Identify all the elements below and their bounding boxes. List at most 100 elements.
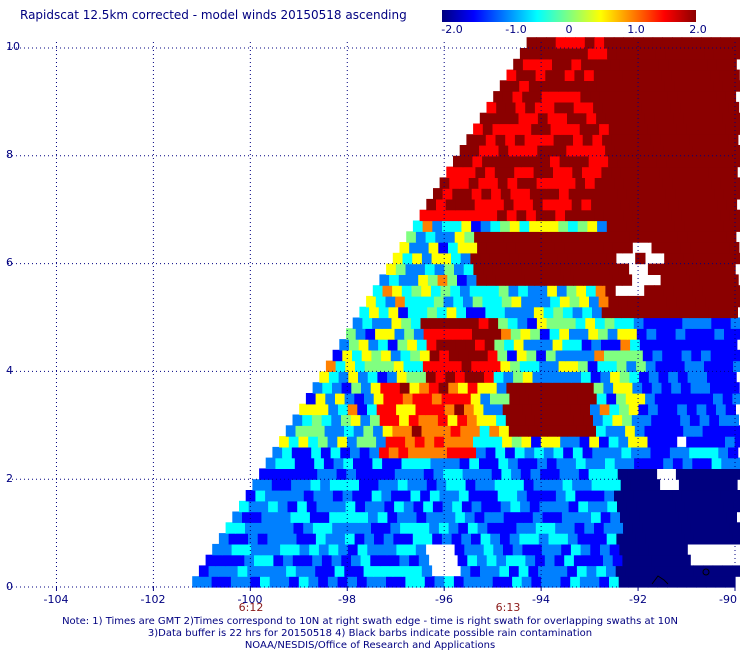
- heatmap-cell: [728, 447, 738, 458]
- heatmap-cell: [541, 576, 551, 587]
- heatmap-cell: [559, 361, 569, 372]
- heatmap-cell: [574, 555, 584, 566]
- heatmap-cell: [468, 522, 478, 533]
- heatmap-cell: [429, 382, 439, 393]
- heatmap-cell: [453, 328, 463, 339]
- heatmap-cell: [379, 307, 389, 318]
- heatmap-cell: [299, 436, 309, 447]
- heatmap-cell: [718, 134, 728, 145]
- heatmap-cell: [530, 188, 540, 199]
- heatmap-cell: [575, 210, 585, 221]
- heatmap-cell: [666, 156, 676, 167]
- heatmap-cell: [452, 501, 462, 512]
- heatmap-cell: [267, 533, 277, 544]
- heatmap-cell: [466, 447, 476, 458]
- heatmap-cell: [690, 242, 700, 253]
- heatmap-cell: [291, 479, 301, 490]
- heatmap-cell: [484, 371, 494, 382]
- heatmap-cell: [453, 156, 463, 167]
- heatmap-cell: [611, 479, 621, 490]
- heatmap-cell: [601, 512, 611, 523]
- heatmap-cell: [392, 285, 402, 296]
- y-tick-4: 4: [6, 364, 13, 377]
- heatmap-cell: [554, 415, 564, 426]
- heatmap-cell: [594, 70, 604, 81]
- heatmap-cell: [585, 350, 595, 361]
- heatmap-cell: [647, 328, 657, 339]
- heatmap-cell: [372, 458, 382, 469]
- heatmap-cell: [557, 113, 567, 124]
- heatmap-cell: [537, 145, 547, 156]
- heatmap-cell: [460, 285, 470, 296]
- heatmap-cell: [688, 512, 698, 523]
- heatmap-cell: [599, 436, 609, 447]
- heatmap-cell: [707, 512, 717, 523]
- heatmap-cell: [712, 113, 722, 124]
- heatmap-cell: [618, 296, 628, 307]
- heatmap-cell: [616, 393, 626, 404]
- heatmap-cell: [402, 425, 412, 436]
- heatmap-cell: [592, 134, 602, 145]
- heatmap-cell: [450, 285, 460, 296]
- heatmap-cell: [620, 59, 630, 70]
- heatmap-cell: [646, 361, 656, 372]
- heatmap-cell: [494, 339, 504, 350]
- heatmap-cell: [678, 512, 688, 523]
- heatmap-cell: [553, 307, 563, 318]
- heatmap-cell: [656, 361, 666, 372]
- heatmap-cell: [675, 48, 685, 59]
- heatmap-cell: [671, 555, 681, 566]
- heatmap-cell: [476, 447, 486, 458]
- heatmap-cell: [414, 468, 424, 479]
- heatmap-cell: [571, 59, 581, 70]
- heatmap-cell: [497, 350, 507, 361]
- heatmap-cell: [273, 555, 283, 566]
- heatmap-cell: [689, 479, 699, 490]
- heatmap-cell: [519, 80, 529, 91]
- heatmap-cell: [627, 328, 637, 339]
- heatmap-cell: [665, 221, 675, 232]
- heatmap-cell: [536, 350, 546, 361]
- heatmap-cell: [625, 113, 635, 124]
- heatmap-cell: [378, 339, 388, 350]
- heatmap-cell: [506, 102, 516, 113]
- heatmap-cell: [434, 296, 444, 307]
- heatmap-cell: [587, 253, 597, 264]
- heatmap-cell: [509, 565, 519, 576]
- note-line-3: NOAA/NESDIS/Office of Research and Appli…: [0, 640, 740, 651]
- heatmap-cell: [464, 544, 474, 555]
- heatmap-cell: [386, 296, 396, 307]
- heatmap-cell: [572, 167, 582, 178]
- heatmap-cell: [325, 425, 335, 436]
- heatmap-cell: [354, 393, 364, 404]
- heatmap-cell: [669, 512, 679, 523]
- heatmap-cell: [429, 242, 439, 253]
- heatmap-cell: [405, 436, 415, 447]
- heatmap-cell: [633, 70, 643, 81]
- heatmap-cell: [287, 533, 297, 544]
- heatmap-cell: [648, 91, 658, 102]
- heatmap-cell: [598, 48, 608, 59]
- heatmap-cell: [672, 177, 682, 188]
- heatmap-cell: [368, 512, 378, 523]
- heatmap-cell: [643, 210, 653, 221]
- heatmap-cell: [418, 447, 428, 458]
- heatmap-cell: [545, 555, 555, 566]
- heatmap-cell: [347, 436, 357, 447]
- heatmap-cell: [548, 393, 558, 404]
- heatmap-cell: [326, 533, 336, 544]
- heatmap-cell: [727, 167, 737, 178]
- heatmap-cell: [486, 134, 496, 145]
- heatmap-cell: [470, 285, 480, 296]
- heatmap-cell: [349, 479, 359, 490]
- heatmap-cell: [688, 371, 698, 382]
- heatmap-cell: [674, 565, 684, 576]
- heatmap-cell: [657, 124, 667, 135]
- heatmap-cell: [665, 80, 675, 91]
- heatmap-cell: [379, 274, 389, 285]
- heatmap-cell: [586, 285, 596, 296]
- heatmap-cell: [527, 318, 537, 329]
- heatmap-cell: [732, 393, 740, 404]
- heatmap-cell: [475, 199, 485, 210]
- heatmap-cell: [482, 296, 492, 307]
